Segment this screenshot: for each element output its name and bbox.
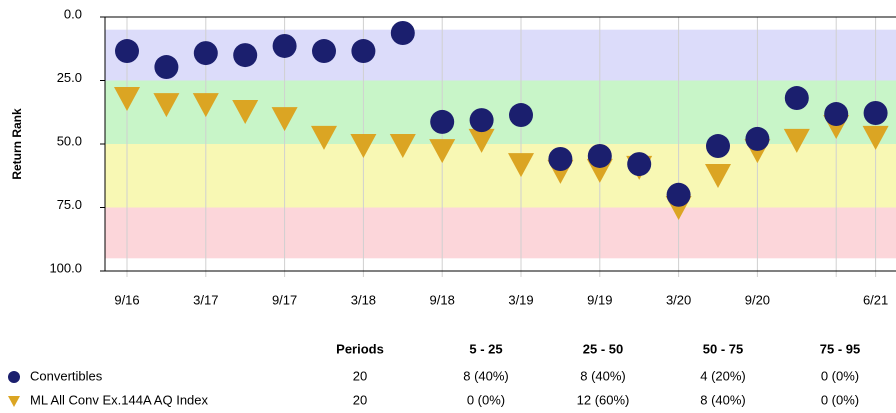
table-header: 5 - 25: [469, 341, 502, 356]
point: [350, 134, 377, 159]
point: [706, 134, 730, 159]
point: [271, 107, 298, 132]
point: [705, 163, 731, 188]
table-cell: 20: [353, 368, 367, 383]
table-cell: 8 (40%): [700, 392, 746, 407]
table-cell: 0 (0%): [821, 392, 859, 407]
x-tick-label: 9/18: [430, 292, 455, 307]
legend-marker: [8, 396, 20, 407]
band: [105, 207, 896, 259]
point: [114, 87, 140, 112]
table-header: 25 - 50: [583, 341, 623, 356]
point: [862, 125, 889, 150]
y-tick-label: 75.0: [57, 197, 82, 212]
point: [429, 139, 456, 164]
legend-label: Convertibles: [30, 368, 103, 383]
point: [468, 128, 495, 153]
point: [389, 134, 416, 159]
legend-marker: [8, 371, 20, 383]
table-header: Periods: [336, 341, 384, 356]
table-cell: 8 (40%): [463, 368, 509, 383]
table-header: 50 - 75: [703, 341, 743, 356]
x-tick-label: 9/20: [745, 292, 770, 307]
y-tick-label: 100.0: [49, 260, 82, 275]
x-tick-label: 9/19: [587, 292, 612, 307]
point: [311, 125, 337, 150]
point: [193, 41, 218, 66]
table-cell: 8 (40%): [580, 368, 626, 383]
y-tick-label: 50.0: [57, 133, 82, 148]
band: [105, 80, 896, 144]
point: [666, 182, 691, 207]
x-tick-label: 6/21: [863, 292, 888, 307]
point: [115, 39, 139, 64]
x-tick-label: 3/18: [351, 292, 376, 307]
point: [587, 143, 612, 168]
table-cell: 12 (60%): [577, 392, 630, 407]
point: [233, 43, 258, 68]
y-tick-label: 25.0: [57, 70, 82, 85]
y-tick-label: 0.0: [64, 6, 82, 21]
point: [232, 99, 259, 124]
point: [784, 86, 809, 111]
point: [745, 126, 770, 151]
point: [469, 108, 494, 133]
x-tick-label: 3/19: [508, 292, 533, 307]
point: [824, 102, 849, 127]
point: [390, 21, 415, 46]
x-tick-label: 3/20: [666, 292, 691, 307]
point: [153, 93, 180, 118]
x-tick-label: 9/17: [272, 292, 297, 307]
point: [154, 55, 179, 80]
table-header: 75 - 95: [820, 341, 860, 356]
point: [509, 103, 533, 128]
point: [627, 152, 652, 177]
band: [105, 144, 896, 208]
point: [430, 109, 455, 134]
x-tick-label: 3/17: [193, 292, 218, 307]
point: [508, 153, 534, 178]
point: [548, 146, 573, 171]
table-cell: 20: [353, 392, 367, 407]
point: [192, 93, 219, 118]
legend-label: ML All Conv Ex.144A AQ Index: [30, 392, 209, 407]
point: [783, 128, 810, 153]
table-cell: 0 (0%): [467, 392, 505, 407]
point: [351, 39, 376, 64]
point: [863, 101, 888, 126]
point: [272, 33, 297, 58]
y-axis-label: Return Rank: [10, 108, 24, 180]
x-tick-label: 9/16: [114, 292, 139, 307]
table-cell: 4 (20%): [700, 368, 746, 383]
point: [312, 39, 336, 64]
table-cell: 0 (0%): [821, 368, 859, 383]
band: [105, 29, 896, 81]
